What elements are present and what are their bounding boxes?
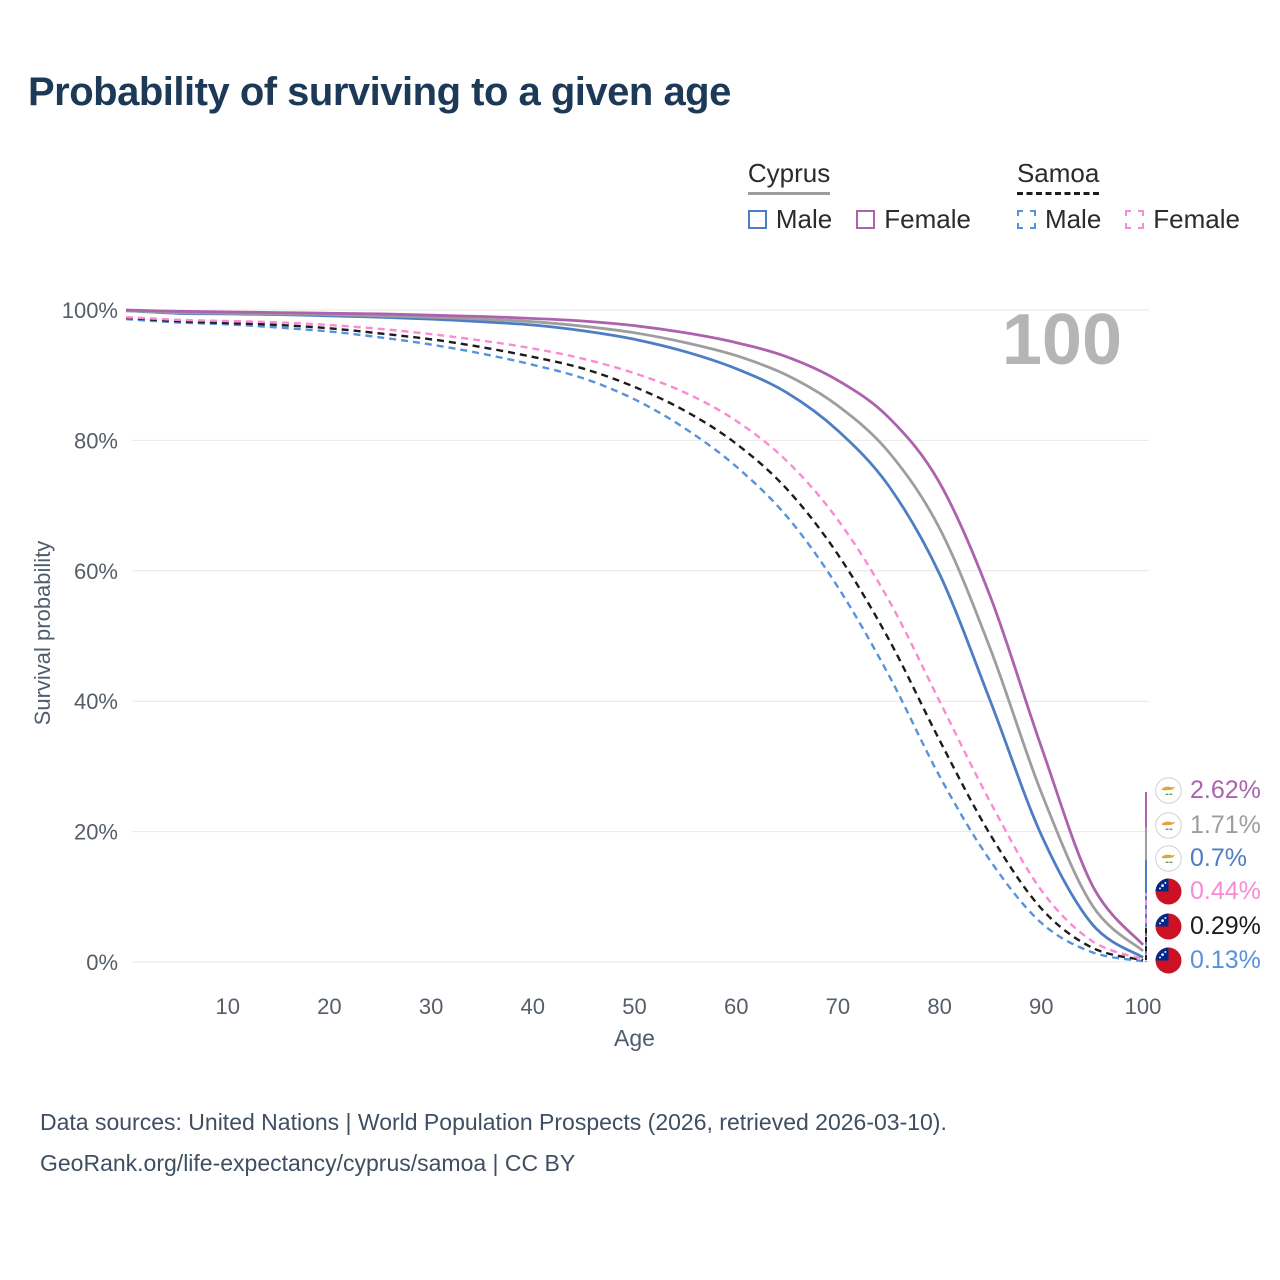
legend-item-cyprus-female[interactable]: Female (856, 204, 971, 235)
legend-label-cyprus-female: Female (884, 204, 971, 234)
series-line-cyprus-male[interactable] (125, 309, 1144, 959)
endpoint-label-cyprus-both-sexes[interactable]: 1.71% (1155, 811, 1261, 840)
endpoint-value: 0.44% (1190, 877, 1261, 905)
x-tick-label: 30 (419, 994, 443, 1019)
legend-label-cyprus-male: Male (775, 204, 833, 234)
y-tick-label: 80% (74, 428, 118, 453)
endpoint-label-cyprus-female[interactable]: 2.62% (1155, 776, 1261, 805)
samoa-flag-icon (1155, 913, 1182, 940)
cyprus-flag-icon (1155, 812, 1182, 839)
legend-label-samoa-female: Female (1153, 204, 1240, 234)
legend-items-samoa: Male Female (1016, 204, 1240, 235)
legend-item-cyprus-male[interactable]: Male (747, 204, 833, 235)
endpoint-label-samoa-both-sexes[interactable]: 0.29% (1155, 912, 1261, 941)
series-line-samoa-male[interactable] (125, 317, 1144, 963)
x-axis-title: Age (614, 1025, 655, 1051)
x-tick-label: 70 (826, 994, 850, 1019)
x-tick-label: 20 (317, 994, 341, 1019)
chart-canvas[interactable]: 0% 20% 40% 60% 80% 100% 10 20 30 40 50 60 70 80 90 100 A… (0, 260, 1280, 1070)
endpoint-value: 1.71% (1190, 811, 1261, 839)
footer-attribution-link[interactable]: GeoRank.org/life-expectancy/cyprus/samoa… (40, 1150, 576, 1177)
y-tick-label: 40% (74, 689, 118, 714)
endpoint-value: 2.62% (1190, 776, 1261, 804)
cyprus-flag-icon (1155, 777, 1182, 804)
x-tick-label: 10 (215, 994, 239, 1019)
x-tick-label: 90 (1029, 994, 1053, 1019)
series-line-samoa-both-sexes[interactable] (125, 316, 1144, 962)
hover-age-watermark: 100 (1002, 300, 1122, 380)
endpoint-value: 0.13% (1190, 946, 1261, 974)
legend-label-samoa-male: Male (1044, 204, 1102, 234)
legend-items-cyprus: Male Female (747, 204, 971, 235)
samoa-flag-icon (1155, 947, 1182, 974)
samoa-flag-icon (1155, 878, 1182, 905)
x-tick-label: 40 (521, 994, 545, 1019)
endpoint-label-samoa-male[interactable]: 0.13% (1155, 946, 1261, 975)
legend-group-cyprus: Cyprus Male Female (747, 158, 971, 235)
legend-header-samoa[interactable]: Samoa (1016, 158, 1100, 195)
y-tick-label: 60% (74, 559, 118, 584)
samoa-male-swatch-icon (1016, 210, 1036, 229)
chart-title: Probability of surviving to a given age (28, 70, 731, 114)
x-tick-label: 50 (622, 994, 646, 1019)
y-tick-label: 0% (86, 950, 118, 975)
x-tick-label: 80 (927, 994, 951, 1019)
endpoint-label-samoa-female[interactable]: 0.44% (1155, 877, 1261, 906)
legend-item-samoa-male[interactable]: Male (1016, 204, 1102, 235)
cyprus-female-swatch-icon (856, 210, 876, 229)
endpoint-label-cyprus-male[interactable]: 0.7% (1155, 844, 1247, 873)
cyprus-male-swatch-icon (747, 210, 767, 229)
series-line-cyprus-both-sexes[interactable] (125, 309, 1144, 952)
samoa-female-swatch-icon (1125, 210, 1145, 229)
legend: Cyprus Male Female Samoa Male (747, 158, 1240, 235)
footer-data-sources: Data sources: United Nations | World Pop… (40, 1109, 947, 1135)
endpoint-value: 0.7% (1190, 844, 1247, 872)
x-tick-label: 100 (1125, 994, 1162, 1019)
y-tick-label: 20% (74, 820, 118, 845)
x-tick-label: 60 (724, 994, 748, 1019)
series-line-samoa-female[interactable] (125, 316, 1144, 961)
series-line-cyprus-female[interactable] (125, 308, 1145, 946)
legend-item-samoa-female[interactable]: Female (1125, 204, 1240, 235)
y-tick-label: 100% (62, 298, 118, 323)
legend-header-cyprus[interactable]: Cyprus (747, 158, 831, 195)
cyprus-flag-icon (1155, 845, 1182, 872)
footer: Data sources: United Nations | World Pop… (40, 1102, 947, 1185)
endpoint-value: 0.29% (1190, 912, 1261, 940)
legend-group-samoa: Samoa Male Female (1016, 158, 1240, 235)
